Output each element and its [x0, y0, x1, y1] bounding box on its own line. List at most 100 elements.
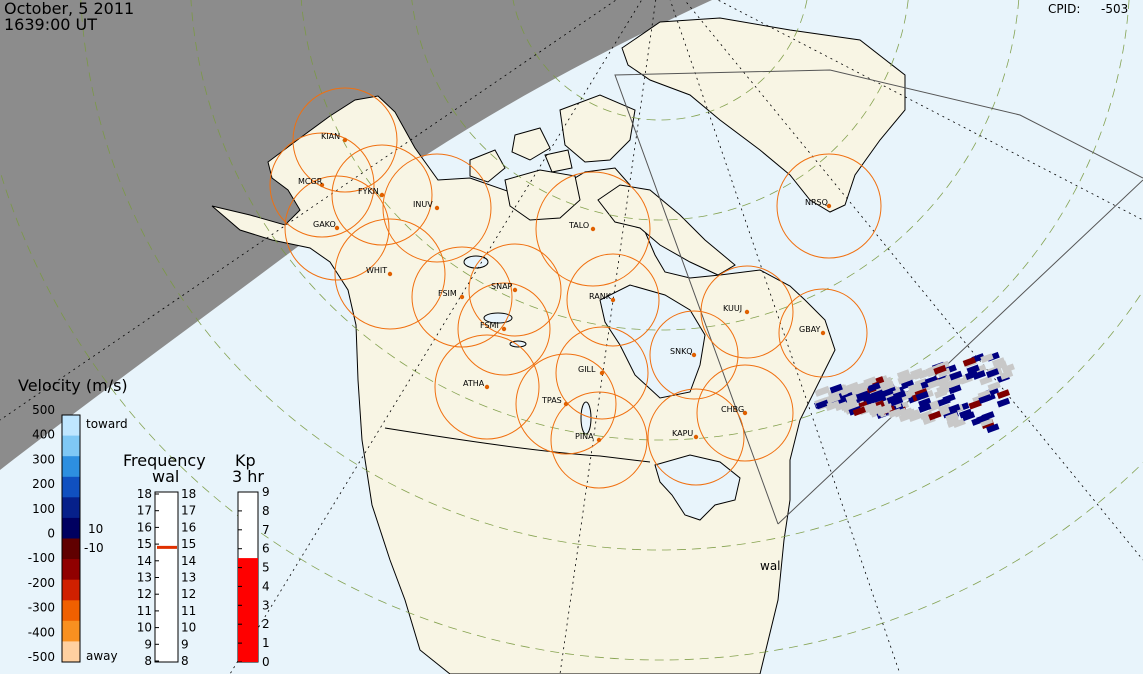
frequency-tick-right: 10 — [181, 621, 196, 635]
frequency-tick-left: 18 — [137, 487, 152, 501]
scatter-cell — [981, 411, 995, 421]
velocity-color-step — [62, 456, 80, 478]
velocity-threshold-pos: 10 — [88, 522, 103, 536]
velocity-tick: 300 — [32, 452, 55, 466]
kp-tick: 7 — [262, 523, 270, 537]
scatter-cell — [978, 394, 992, 404]
frequency-title: Frequency — [123, 451, 206, 470]
fov-circle-whit — [334, 218, 446, 330]
velocity-tick: -300 — [28, 601, 55, 615]
station-mcgr: MCGR — [298, 177, 325, 188]
velocity-color-step — [62, 600, 80, 622]
scatter-cell — [889, 396, 904, 407]
station-fsmi: FSMI — [480, 321, 507, 332]
stations: KIAN MCGR FYKN GAKO INUV TALO NRSQ WHIT FSIM SNAP… — [298, 132, 832, 443]
velocity-tick: 200 — [32, 477, 55, 491]
velocity-tick: 400 — [32, 428, 55, 442]
scatter-cell — [937, 367, 951, 378]
station-label: PINA — [575, 432, 594, 441]
station-dot — [512, 287, 518, 293]
station-chbg: CHBG — [721, 405, 748, 416]
scatter-cell — [881, 381, 895, 391]
scatter-cell — [928, 410, 942, 421]
station-label: FYKN — [358, 187, 379, 196]
fov-circle-fsmi — [457, 282, 551, 376]
scatter-cell — [815, 399, 829, 410]
velocity-color-step — [62, 435, 80, 457]
scatter-cell — [844, 399, 858, 409]
scatter-cell — [918, 369, 932, 380]
station-label: KIAN — [321, 132, 340, 141]
frequency-tick-left: 10 — [137, 621, 152, 635]
scatter-cell — [996, 397, 1011, 408]
station-kapu: KAPU — [672, 429, 699, 440]
frequency-tick-left: 13 — [137, 571, 152, 585]
kp-legend: Kp 3 hr 9 8 7 6 5 4 3 2 1 0 — [232, 451, 270, 669]
scatter-cell — [814, 387, 829, 397]
fov-circle-atha — [434, 334, 540, 440]
time-label: 1639:00 UT — [4, 15, 97, 34]
station-label: RANK — [589, 292, 612, 301]
station-gill: GILL — [578, 365, 605, 376]
velocity-tick: -400 — [28, 625, 55, 639]
frequency-tick-left: 17 — [137, 504, 152, 518]
radar-label: wal — [760, 559, 781, 573]
fov-circle-pina — [550, 391, 648, 489]
fov-circle-gbay — [778, 288, 868, 378]
scatter-cell — [867, 382, 881, 393]
station-label: WHIT — [366, 266, 387, 275]
velocity-tick: -200 — [28, 576, 55, 590]
station-label: TPAS — [541, 396, 562, 405]
scatter-cells — [814, 351, 1015, 434]
frequency-legend: Frequency wal 18 18 17 17 16 16 15 15 14 14 13 13 12… — [123, 451, 206, 668]
kp-bar-fill — [238, 558, 258, 662]
kp-ticks: 9 8 7 6 5 4 3 2 1 0 — [238, 485, 270, 669]
station-atha: ATHA — [463, 379, 490, 390]
scatter-cell — [945, 412, 959, 423]
frequency-tick-left: 14 — [137, 554, 152, 568]
kp-tick: 8 — [262, 504, 270, 518]
scatter-cell — [927, 402, 942, 412]
scatter-cell — [902, 408, 916, 419]
scatter-cell — [918, 403, 932, 413]
great-lakes — [654, 454, 741, 521]
fov-circle-snap — [468, 243, 562, 337]
fov-circle-fykn — [331, 144, 433, 246]
velocity-threshold-neg: -10 — [84, 541, 104, 555]
scatter-cell — [918, 397, 932, 408]
station-dot — [599, 370, 605, 376]
velocity-legend: Velocity (m/s) 500 400 300 200 100 0 -100 -200 -… — [18, 376, 128, 664]
fov-circle-chbg — [696, 364, 794, 462]
station-dot — [319, 182, 325, 188]
kp-tick: 9 — [262, 485, 270, 499]
scatter-cell — [962, 356, 977, 367]
kp-tick: 4 — [262, 579, 270, 593]
fov-circle-gako — [284, 175, 390, 281]
station-label: CHBG — [721, 405, 744, 414]
scatter-cell — [985, 368, 1000, 379]
scatter-cell — [863, 402, 878, 413]
station-label: KAPU — [672, 429, 693, 438]
velocity-color-step — [62, 641, 80, 663]
station-dot — [744, 309, 750, 315]
scatter-cell — [845, 381, 860, 392]
land-island-a — [511, 127, 551, 161]
fov-circle-snkq — [649, 310, 739, 400]
scatter-cell — [915, 390, 929, 401]
scatter-cell — [964, 370, 979, 380]
fov-circle-rank — [566, 253, 660, 347]
scatter-cell — [947, 403, 961, 414]
velocity-tick: -100 — [28, 551, 55, 565]
velocity-color-step — [62, 538, 80, 560]
velocity-color-step — [62, 517, 80, 539]
scatter-cell — [920, 379, 934, 389]
station-inuv: INUV — [413, 200, 440, 211]
station-label: FSMI — [480, 321, 499, 330]
scatter-cell — [869, 404, 883, 415]
station-dot — [334, 225, 340, 231]
great-bear-lake — [463, 255, 489, 269]
velocity-color-bar — [61, 414, 81, 663]
scatter-cell — [826, 399, 840, 410]
scatter-cell — [936, 384, 950, 395]
